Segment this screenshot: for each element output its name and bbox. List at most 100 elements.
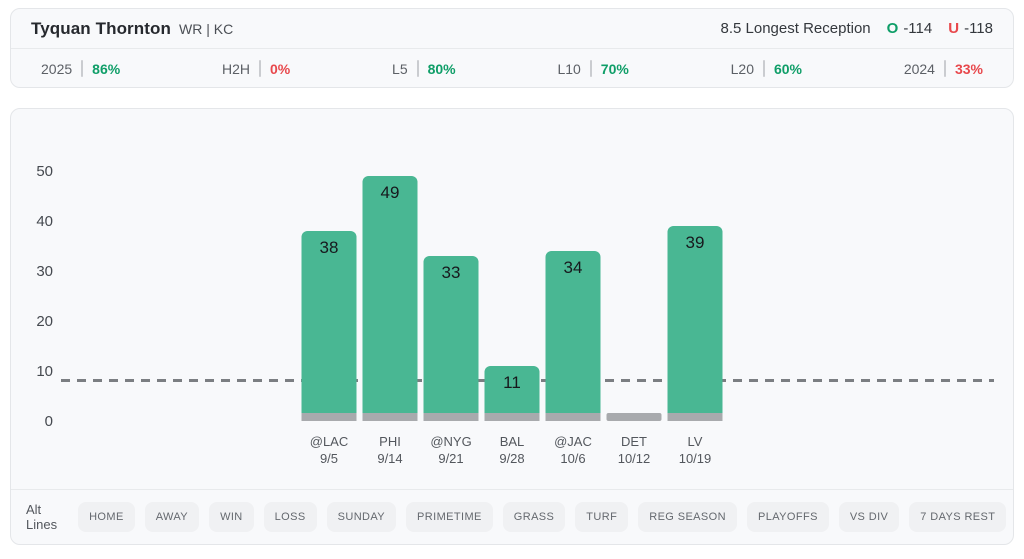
filter-button-sunday[interactable]: SUNDAY [326, 502, 397, 533]
bar-chart: 38 49 33 11 34 39 @LAC 9/5 PHI 9/14 @NYG 9/21 BAL 9/… [11, 109, 1013, 489]
x-axis-label: @NYG 9/21 [424, 433, 479, 467]
alt-lines-label: Alt Lines [26, 502, 58, 533]
split-value: 33% [954, 60, 983, 77]
bars-group: 38 49 33 11 34 39 [301, 176, 723, 422]
split-value: 0% [270, 60, 291, 77]
bar-value-label: 34 [563, 258, 583, 278]
y-axis-tick: 20 [36, 313, 53, 330]
filter-button-vs-div[interactable]: VS DIV [838, 502, 900, 533]
split-l20: L20 60% [731, 60, 802, 77]
split-2024: 2024 33% [904, 60, 983, 77]
chart-card: 38 49 33 11 34 39 @LAC 9/5 PHI 9/14 @NYG 9/21 BAL 9/… [10, 108, 1014, 545]
bar-base-segment [301, 413, 357, 422]
split-value: 70% [600, 60, 629, 77]
prop-line-label: 8.5 Longest Reception [720, 20, 871, 37]
x-axis-label: @JAC 10/6 [546, 433, 601, 467]
y-axis-tick: 0 [44, 413, 53, 430]
split-label: L5 [392, 60, 408, 77]
x-axis-label: @LAC 9/5 [302, 433, 357, 467]
under-odds-button[interactable]: U -118 [948, 20, 993, 37]
x-axis-labels: @LAC 9/5 PHI 9/14 @NYG 9/21 BAL 9/28 @JAC 10/6 DET… [302, 433, 723, 467]
player-info: Tyquan Thornton WR | KC [31, 19, 233, 39]
split-pipe [416, 60, 419, 77]
filter-button-grass[interactable]: GRASS [502, 502, 566, 533]
over-odds-value: -114 [903, 20, 933, 37]
under-indicator: U [948, 20, 960, 37]
filter-button-win[interactable]: WIN [209, 502, 254, 533]
split-value: 60% [773, 60, 803, 77]
split-label: 2025 [41, 60, 73, 77]
split-pipe [762, 60, 765, 77]
y-axis-tick: 50 [36, 163, 53, 180]
split-pipe [259, 60, 261, 77]
opponent-label: @LAC [309, 434, 349, 449]
over-odds-button[interactable]: O -114 [887, 20, 933, 37]
split-l10: L10 70% [557, 60, 629, 77]
split-label: L10 [557, 60, 581, 77]
opponent-label: @JAC [554, 434, 592, 449]
filter-button-7-days-rest[interactable]: 7 DAYS REST [909, 502, 1007, 533]
player-name: Tyquan Thornton [31, 18, 171, 38]
under-odds-value: -118 [964, 20, 993, 37]
split-label: L20 [730, 60, 754, 77]
split-value: 86% [92, 60, 121, 77]
x-axis-label: LV 10/19 [668, 433, 723, 467]
bar-det [606, 413, 662, 422]
y-axis-tick: 10 [36, 363, 53, 380]
filter-button-home[interactable]: HOME [78, 502, 135, 533]
bar-at-jac: 34 [545, 251, 601, 422]
bar-phi: 49 [362, 176, 418, 422]
opponent-label: @NYG [430, 434, 472, 449]
player-header-card: Tyquan Thornton WR | KC 8.5 Longest Rece… [10, 8, 1014, 88]
bar-at-lac: 38 [301, 231, 357, 422]
over-indicator: O [886, 20, 899, 37]
x-axis-label: BAL 9/28 [485, 433, 540, 467]
bar-value-label: 39 [685, 233, 705, 253]
split-pipe [81, 60, 84, 77]
bar-value-label: 49 [380, 183, 400, 203]
filter-buttons-group: HOME AWAY WIN LOSS SUNDAY PRIMETIME GRASS TURF R… [78, 502, 1007, 533]
filter-button-away[interactable]: AWAY [144, 502, 200, 533]
game-date-label: 9/28 [499, 451, 525, 466]
split-value: 80% [427, 60, 456, 77]
game-date-label: 10/19 [678, 451, 712, 466]
bar-lv: 39 [667, 226, 723, 422]
filter-bar: Alt Lines HOME AWAY WIN LOSS SUNDAY PRIMETIME… [11, 489, 1013, 544]
game-date-label: 10/6 [560, 451, 586, 466]
y-axis-tick: 30 [36, 263, 53, 280]
bar-value-label: 38 [319, 238, 339, 258]
x-axis-label: PHI 9/14 [363, 433, 418, 467]
player-position-team: WR | KC [179, 20, 234, 37]
bar-base-segment [545, 413, 601, 422]
filter-button-loss[interactable]: LOSS [263, 502, 317, 533]
split-h2h: H2H 0% [222, 60, 290, 77]
game-date-label: 9/14 [377, 451, 403, 466]
split-label: 2024 [903, 60, 935, 77]
x-axis-label: DET 10/12 [607, 433, 662, 467]
filter-button-playoffs[interactable]: PLAYOFFS [746, 502, 829, 533]
bar-base-segment [667, 413, 723, 422]
split-2025: 2025 86% [41, 60, 120, 77]
opponent-label: PHI [379, 434, 401, 449]
filter-button-reg-season[interactable]: REG SEASON [638, 502, 737, 533]
opponent-label: BAL [499, 434, 525, 449]
bar-base-segment [362, 413, 418, 422]
bar-base-segment [484, 413, 540, 422]
hit-rate-splits-row: 2025 86% H2H 0% L5 80% L10 70% L20 60% 2024 33% [11, 49, 1013, 88]
bar-bal: 11 [484, 366, 540, 422]
header-divider [11, 48, 1013, 49]
y-axis-tick: 40 [36, 213, 53, 230]
split-pipe [589, 60, 592, 77]
filter-button-primetime[interactable]: PRIMETIME [406, 502, 493, 533]
bar-at-nyg: 33 [423, 256, 479, 422]
filter-button-turf[interactable]: TURF [575, 502, 629, 533]
game-date-label: 9/21 [438, 451, 464, 466]
split-label: H2H [221, 60, 250, 77]
bar-base-segment [423, 413, 479, 422]
opponent-label: DET [621, 434, 647, 449]
split-l5: L5 80% [392, 60, 456, 77]
prop-info: 8.5 Longest Reception O -114 U -118 [721, 20, 993, 37]
game-date-label: 10/12 [617, 451, 651, 466]
opponent-label: LV [687, 434, 703, 449]
player-header-row: Tyquan Thornton WR | KC 8.5 Longest Rece… [11, 9, 1013, 48]
